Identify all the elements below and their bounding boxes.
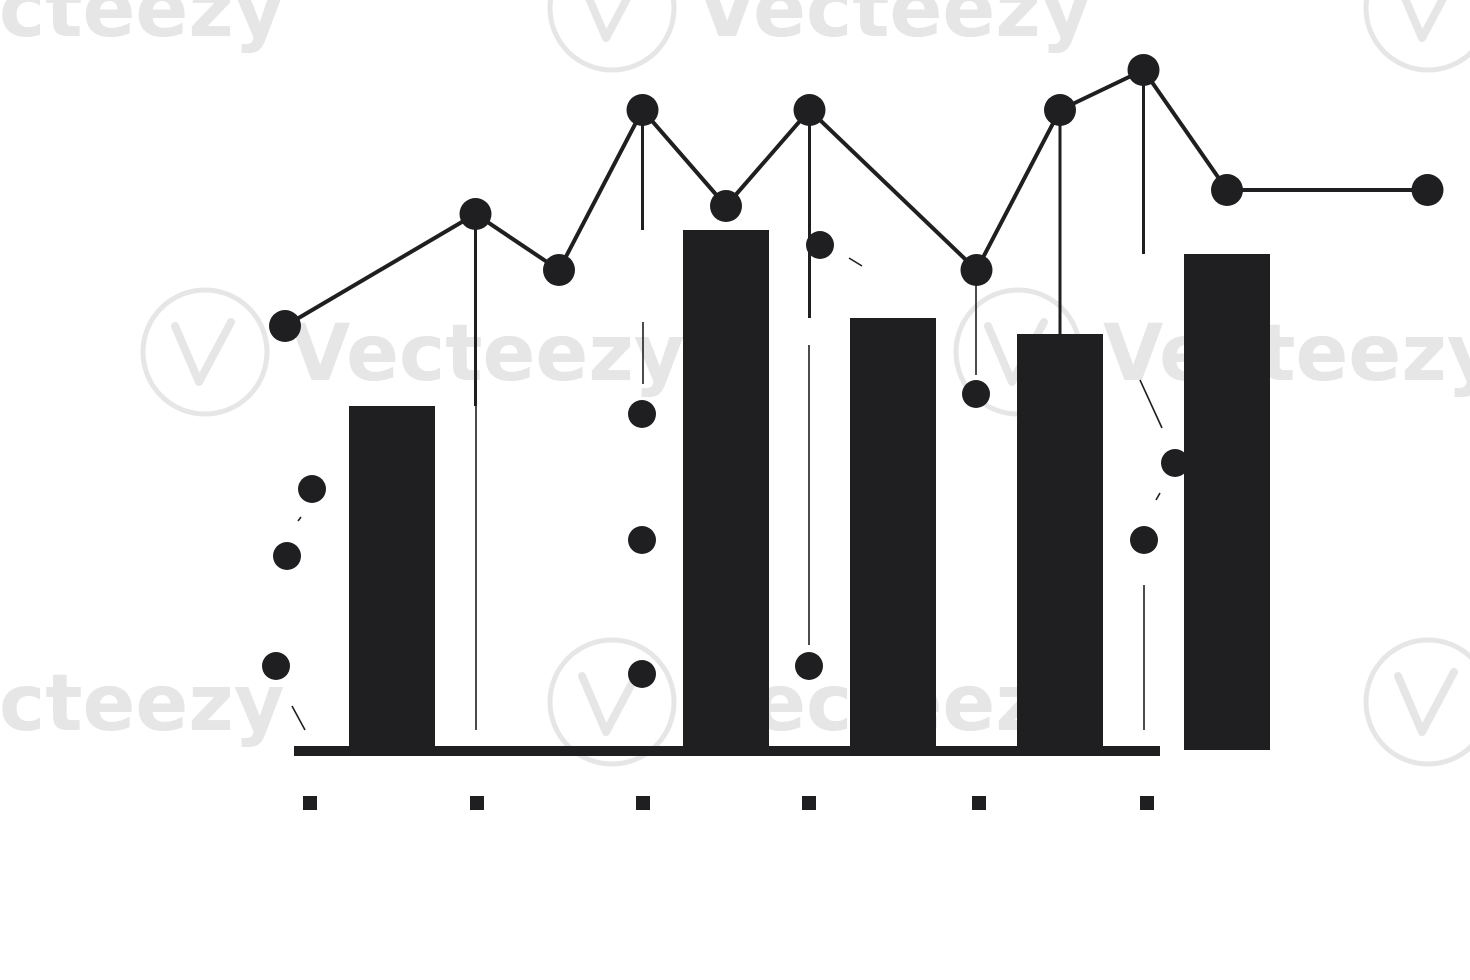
x-tick-marker [802,796,816,810]
data-point [960,254,993,286]
decorative-dot [628,660,656,688]
decorative-dot [1130,526,1158,554]
decorative-dot [262,652,290,680]
data-point [1211,174,1243,206]
vecteezy-logo-icon [1363,0,1470,73]
decorative-line [848,257,863,267]
x-tick-marker [636,796,650,810]
axis-layer [294,746,1160,756]
decorative-line [291,705,306,731]
watermark-text: Vecteezy [0,0,285,55]
data-point [710,190,742,222]
bar [1017,334,1103,750]
data-point [1044,94,1076,126]
data-point [459,198,492,230]
vecteezy-logo-icon [140,287,270,417]
stems-layer [474,70,1145,406]
x-tick-marker [1140,796,1154,810]
vecteezy-logo-icon [578,668,642,736]
decorative-dot [628,400,656,428]
watermark-text: Vecteezy [1103,309,1470,399]
vecteezy-logo-icon [171,318,235,386]
decorative-line [297,516,302,522]
vecteezy-logo-icon [1394,668,1458,736]
points-layer [269,54,1444,342]
x-tick-marker [470,796,484,810]
bar [683,230,769,750]
bar [1184,254,1270,750]
decorative-dot [273,542,301,570]
watermark [1363,637,1470,767]
data-point [1411,174,1444,206]
ticks-layer [303,796,1154,810]
decorative-dot [1161,449,1189,477]
vecteezy-logo-icon [585,0,631,42]
vecteezy-logo-icon [547,637,677,767]
bar [349,406,435,750]
watermark-text: Vecteezy [697,0,1092,55]
vecteezy-logo-icon [1401,0,1447,42]
watermark [1363,0,1470,73]
vecteezy-logo-icon [1363,637,1470,767]
x-axis-line [294,746,1160,756]
watermark: Vecteezy [547,0,1092,73]
data-point [793,94,826,126]
x-tick-marker [972,796,986,810]
data-point [626,94,659,126]
x-tick-marker [303,796,317,810]
decorative-dot [806,231,834,259]
decorative-dot [962,380,990,408]
decorative-line [1139,379,1163,429]
data-point [543,254,575,286]
watermark: Vecteezy [140,287,685,417]
bar [850,318,936,750]
vecteezy-logo-icon [547,0,677,73]
decorative-dot [628,526,656,554]
decorative-dot [298,475,326,503]
watermark-text: Vecteezy [290,309,685,399]
decorative-dot [795,652,823,680]
bars-layer [349,230,1270,750]
data-point [1127,54,1160,86]
data-point [269,310,301,342]
decorative-line [1155,492,1161,501]
watermark-text: Vecteezy [0,659,285,749]
